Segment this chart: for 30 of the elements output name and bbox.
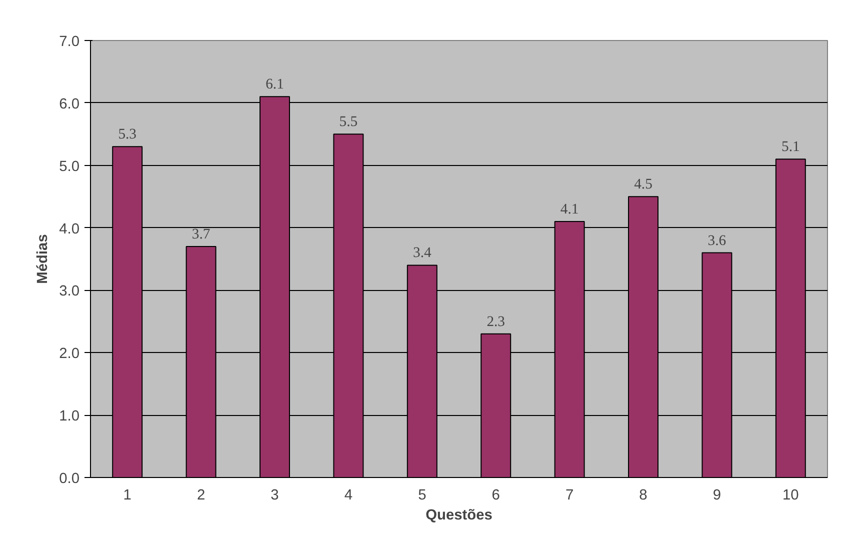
x-tick-label: 5	[418, 488, 426, 504]
x-tick-label: 1	[123, 488, 132, 504]
y-tick-label: 2.0	[59, 346, 80, 362]
y-tick-label: 4.0	[59, 221, 80, 238]
data-label: 4.1	[560, 202, 579, 218]
data-label: 6.1	[266, 76, 284, 93]
data-label: 5.5	[339, 114, 358, 130]
x-tick-label: 7	[565, 488, 574, 504]
data-label: 5.3	[118, 126, 137, 143]
y-tick-label: 7.0	[59, 34, 80, 50]
x-tick-label: 3	[270, 488, 279, 504]
y-tick-label: 0.0	[59, 471, 80, 487]
y-axis-title: Médias	[35, 234, 52, 284]
data-label: 3.4	[412, 245, 432, 262]
data-label: 2.3	[486, 314, 506, 330]
x-tick-label: 8	[639, 488, 648, 504]
x-axis-title: Questões	[426, 508, 492, 524]
data-label: 3.6	[708, 232, 726, 249]
x-tick-label: 6	[492, 488, 500, 504]
y-tick-label: 5.0	[59, 158, 80, 175]
y-tick-label: 6.0	[59, 96, 80, 112]
y-tick-label: 1.0	[59, 408, 80, 425]
y-tick-label: 3.0	[59, 284, 80, 300]
x-tick-label: 10	[782, 488, 799, 504]
x-tick-label: 9	[712, 488, 722, 504]
data-label: 5.1	[781, 139, 800, 156]
data-label: 3.7	[192, 226, 210, 243]
data-label: 4.5	[634, 176, 652, 193]
x-tick-label: 2	[196, 488, 206, 504]
x-tick-label: 4	[344, 488, 353, 504]
